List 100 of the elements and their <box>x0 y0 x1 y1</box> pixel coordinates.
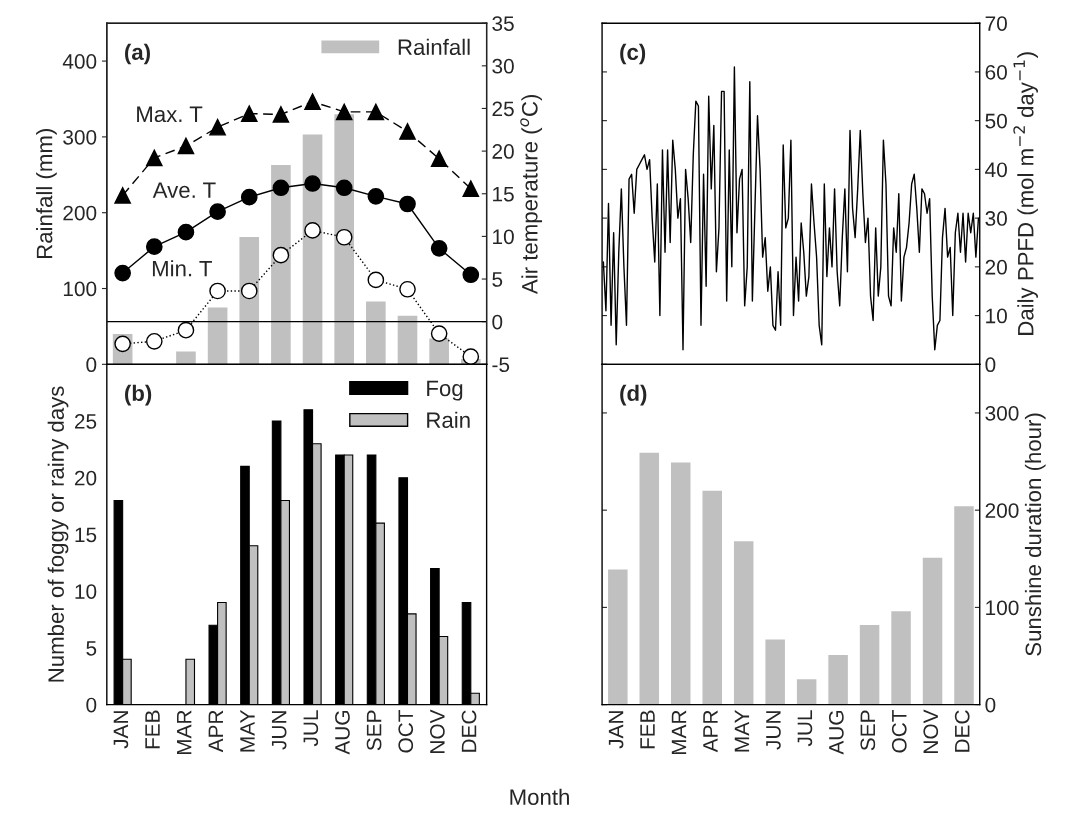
y2-tick-label: 15 <box>493 186 514 202</box>
point <box>367 187 385 205</box>
point <box>304 93 321 110</box>
bar <box>207 307 228 365</box>
y-tick-label: 100 <box>986 600 1019 616</box>
y-axis-title: Number of foggy or rainy days <box>47 386 69 682</box>
x-tick-label: NOV <box>429 709 445 753</box>
y-tick-label: 300 <box>63 129 97 145</box>
bar <box>733 541 754 705</box>
point <box>462 266 480 284</box>
y-tick-label: 5 <box>86 641 97 656</box>
bar <box>702 490 722 705</box>
y-tick-label: 25 <box>74 414 97 429</box>
x-tick-label: MAY <box>240 709 255 752</box>
y-tick-label: 10 <box>75 584 97 599</box>
x-tick-label: OCT <box>398 709 414 753</box>
y2-tick-label: 35 <box>492 16 514 31</box>
x-tick-label: JUN <box>271 711 287 750</box>
x-tick-label: NOV <box>923 709 939 753</box>
point <box>272 106 290 123</box>
y-tick-label: 400 <box>62 54 97 69</box>
y-axis-title: Daily PPFD (mol m$^{−2}$ day$^{−1}$) <box>1013 52 1038 335</box>
legend-label: Rain <box>427 411 470 429</box>
y-axis-title: Sunshine duration (hour) <box>1024 413 1046 656</box>
point <box>462 180 480 197</box>
bar <box>954 506 974 705</box>
y-tick-label: 40 <box>985 162 1007 178</box>
x-tick-label: JAN <box>113 711 129 749</box>
y2-axis-title: Air temperature ($^{o}$C) <box>520 94 543 295</box>
annotation: (b) <box>125 384 152 406</box>
x-tick-label: JAN <box>608 711 624 749</box>
point <box>399 123 416 140</box>
x-tick-label: AUG <box>828 711 844 755</box>
point <box>145 149 163 167</box>
y2-tick-label: 25 <box>492 101 514 117</box>
point <box>367 271 385 289</box>
y2-tick-label: 0 <box>492 314 503 330</box>
y-tick-label: 50 <box>985 113 1007 129</box>
y-tick-label: 200 <box>63 205 97 221</box>
point <box>114 187 131 204</box>
y-tick-label: 100 <box>63 281 97 297</box>
point <box>430 239 448 257</box>
y2-tick-label: -5 <box>492 357 510 373</box>
x-tick-label: SEP <box>860 710 876 751</box>
y-tick-label: 200 <box>985 503 1019 518</box>
bar <box>608 569 628 705</box>
x-tick-label: MAY <box>734 709 750 752</box>
y-tick-label: 60 <box>985 64 1007 80</box>
x-tick-label: DEC <box>461 710 477 752</box>
y-axis-title: Rainfall (mm) <box>36 129 57 258</box>
bar <box>366 301 386 365</box>
y2-tick-label: 10 <box>493 229 514 245</box>
x-tick-label: OCT <box>891 709 907 753</box>
x-axis-title: Month <box>510 788 569 805</box>
legend-label: Rainfall <box>398 38 470 56</box>
bar <box>891 611 911 705</box>
bar <box>922 557 943 705</box>
x-tick-label: APR <box>703 710 718 753</box>
x-tick-label: MAR <box>177 710 192 755</box>
bar <box>765 639 785 705</box>
y-tick-label: 15 <box>75 527 97 543</box>
point <box>335 179 353 197</box>
y-tick-label: 0 <box>985 357 996 373</box>
bar <box>828 655 848 705</box>
series-label: Max. T <box>137 106 203 123</box>
bar <box>859 624 880 705</box>
x-tick-label: JUL <box>303 710 319 747</box>
y2-tick-label: 30 <box>492 58 514 74</box>
point <box>304 175 321 192</box>
x-tick-label: APR <box>208 710 223 753</box>
point <box>335 228 353 246</box>
point <box>240 188 258 206</box>
point <box>114 264 131 282</box>
annotation: (d) <box>620 384 647 406</box>
series-label: Ave. T <box>152 182 216 199</box>
point <box>240 282 258 300</box>
y-tick-label: 70 <box>985 16 1007 31</box>
x-tick-label: JUN <box>766 711 781 750</box>
bar <box>671 462 691 705</box>
bar <box>176 351 196 365</box>
point <box>145 238 163 255</box>
point <box>304 222 321 239</box>
point <box>335 103 353 121</box>
x-tick-label: MAR <box>671 710 687 755</box>
y-tick-label: 300 <box>985 405 1019 421</box>
bar <box>639 452 660 705</box>
bar <box>796 679 817 705</box>
annotation: (a) <box>125 43 150 65</box>
bar <box>397 315 418 365</box>
point <box>430 150 448 168</box>
point <box>240 105 258 122</box>
x-tick-label: DEC <box>954 710 970 752</box>
x-tick-label: JUL <box>797 710 813 747</box>
point <box>367 103 385 121</box>
y2-tick-label: 5 <box>492 272 503 287</box>
point <box>177 223 195 241</box>
x-tick-label: AUG <box>335 711 350 755</box>
bar <box>429 338 449 365</box>
point <box>430 325 448 342</box>
point <box>399 195 416 213</box>
